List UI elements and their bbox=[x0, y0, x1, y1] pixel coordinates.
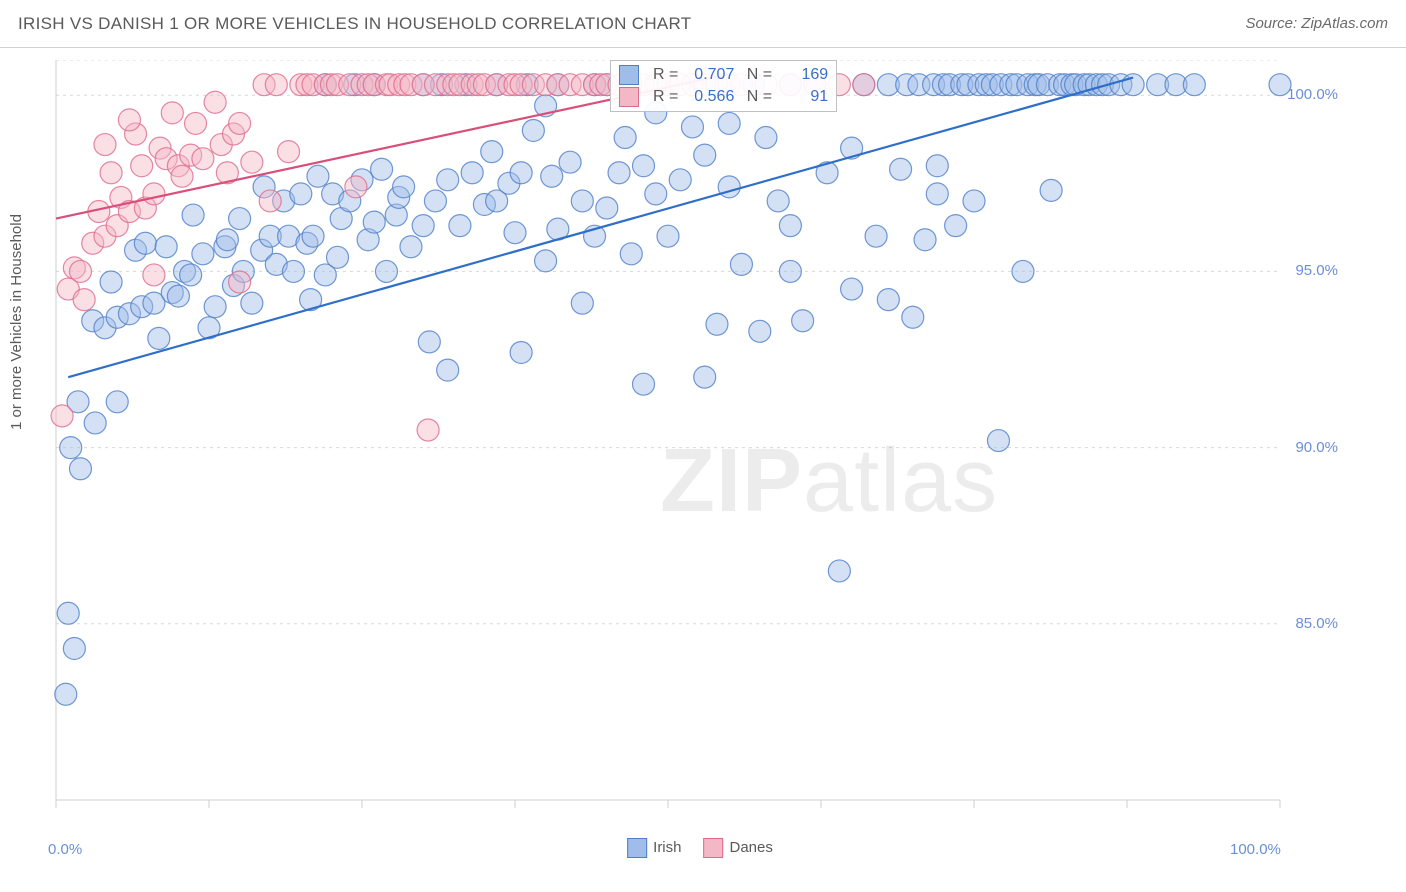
xtick-label: 100.0% bbox=[1230, 841, 1281, 858]
ytick-label: 100.0% bbox=[1287, 86, 1338, 103]
stats-legend-box: R = 0.707 N = 169 R = 0.566 N = 91 bbox=[610, 60, 837, 112]
legend-item: Irish bbox=[627, 838, 681, 858]
stats-row-irish: R = 0.707 N = 169 bbox=[619, 64, 828, 86]
chart-header: IRISH VS DANISH 1 OR MORE VEHICLES IN HO… bbox=[0, 0, 1406, 48]
legend-item: Danes bbox=[703, 838, 772, 858]
irish-swatch bbox=[619, 65, 639, 85]
legend-bottom: Irish Danes bbox=[627, 838, 773, 858]
y-axis-label: 1 or more Vehicles in Household bbox=[8, 214, 25, 430]
scatter-chart bbox=[50, 60, 1350, 830]
xtick-label: 0.0% bbox=[48, 841, 82, 858]
legend-label: Irish bbox=[653, 839, 681, 856]
ytick-label: 85.0% bbox=[1295, 615, 1338, 632]
plot-area: ZIPatlas R = 0.707 N = 169 R = 0.566 N =… bbox=[50, 60, 1350, 830]
chart-title: IRISH VS DANISH 1 OR MORE VEHICLES IN HO… bbox=[18, 14, 692, 34]
danes-swatch bbox=[619, 87, 639, 107]
legend-swatch bbox=[627, 838, 647, 858]
ytick-label: 95.0% bbox=[1295, 262, 1338, 279]
legend-swatch bbox=[703, 838, 723, 858]
ytick-label: 90.0% bbox=[1295, 439, 1338, 456]
stats-row-danes: R = 0.566 N = 91 bbox=[619, 86, 828, 108]
source-attribution: Source: ZipAtlas.com bbox=[1245, 15, 1388, 32]
legend-label: Danes bbox=[729, 839, 772, 856]
